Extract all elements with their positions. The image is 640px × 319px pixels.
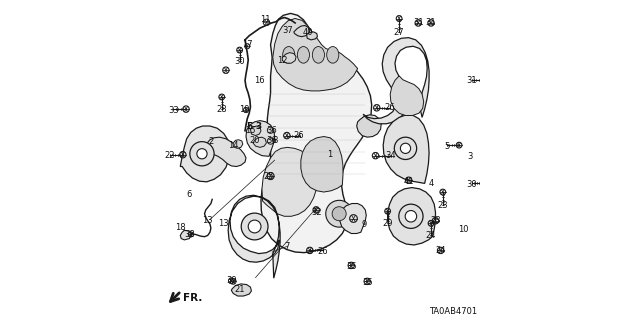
Circle shape bbox=[190, 142, 214, 166]
Circle shape bbox=[326, 200, 353, 227]
Text: 31: 31 bbox=[426, 19, 436, 27]
Text: 36: 36 bbox=[266, 137, 277, 145]
Circle shape bbox=[197, 149, 207, 159]
Text: 5: 5 bbox=[444, 142, 449, 151]
Text: 35: 35 bbox=[346, 262, 356, 271]
Text: 7: 7 bbox=[285, 242, 290, 251]
Polygon shape bbox=[294, 26, 310, 37]
Text: 20: 20 bbox=[250, 136, 260, 145]
Text: 36: 36 bbox=[266, 126, 277, 135]
Polygon shape bbox=[363, 38, 429, 124]
Text: FR.: FR. bbox=[184, 293, 203, 303]
Text: 40: 40 bbox=[303, 28, 313, 37]
Text: 10: 10 bbox=[458, 225, 468, 234]
Text: 13: 13 bbox=[218, 219, 229, 228]
Text: 18: 18 bbox=[175, 223, 186, 232]
Polygon shape bbox=[307, 32, 317, 40]
Text: 32: 32 bbox=[311, 208, 321, 217]
Polygon shape bbox=[250, 126, 261, 136]
Polygon shape bbox=[253, 137, 266, 147]
Text: 37: 37 bbox=[282, 26, 293, 35]
Text: 31: 31 bbox=[466, 76, 477, 85]
Text: 26: 26 bbox=[317, 247, 328, 256]
Circle shape bbox=[268, 138, 274, 144]
Text: 17: 17 bbox=[242, 40, 253, 49]
Text: 8: 8 bbox=[273, 136, 278, 145]
Text: E-3: E-3 bbox=[246, 122, 262, 130]
Text: 4: 4 bbox=[428, 179, 434, 188]
Polygon shape bbox=[205, 137, 246, 167]
Ellipse shape bbox=[283, 47, 295, 63]
Text: 12: 12 bbox=[277, 56, 287, 65]
Text: 26: 26 bbox=[384, 103, 395, 112]
Text: 31: 31 bbox=[413, 19, 424, 27]
Text: 24: 24 bbox=[426, 231, 436, 240]
Text: 15: 15 bbox=[245, 126, 256, 135]
Text: 21: 21 bbox=[234, 285, 245, 294]
Polygon shape bbox=[390, 76, 424, 115]
Ellipse shape bbox=[326, 47, 339, 63]
Text: 23: 23 bbox=[430, 216, 441, 225]
Circle shape bbox=[405, 211, 417, 222]
Text: 34: 34 bbox=[385, 151, 396, 160]
Circle shape bbox=[241, 213, 268, 240]
Text: 24: 24 bbox=[435, 246, 446, 255]
Text: 29: 29 bbox=[382, 219, 393, 228]
Text: 1: 1 bbox=[327, 150, 332, 159]
Circle shape bbox=[268, 127, 274, 133]
Circle shape bbox=[248, 220, 261, 233]
Polygon shape bbox=[180, 230, 192, 240]
Polygon shape bbox=[388, 188, 435, 245]
Text: 6: 6 bbox=[186, 190, 192, 199]
Polygon shape bbox=[340, 204, 366, 234]
Polygon shape bbox=[383, 115, 429, 183]
Polygon shape bbox=[282, 53, 296, 63]
Text: 11: 11 bbox=[260, 15, 270, 24]
Text: 33: 33 bbox=[168, 106, 179, 115]
Polygon shape bbox=[301, 137, 343, 192]
Text: 35: 35 bbox=[362, 278, 372, 287]
Text: 9: 9 bbox=[362, 220, 367, 229]
Text: 30: 30 bbox=[234, 57, 245, 66]
Text: 22: 22 bbox=[165, 151, 175, 160]
Polygon shape bbox=[261, 13, 372, 253]
Text: 28: 28 bbox=[216, 105, 227, 114]
Polygon shape bbox=[273, 19, 358, 91]
Text: 39: 39 bbox=[226, 276, 237, 285]
Text: 2: 2 bbox=[208, 137, 214, 146]
Circle shape bbox=[401, 143, 411, 153]
Polygon shape bbox=[356, 115, 381, 137]
Text: 38: 38 bbox=[184, 230, 195, 239]
Ellipse shape bbox=[312, 47, 324, 63]
Polygon shape bbox=[246, 121, 275, 156]
Text: 14: 14 bbox=[228, 141, 239, 150]
Text: 41: 41 bbox=[403, 177, 414, 186]
Text: 13: 13 bbox=[202, 216, 213, 225]
Circle shape bbox=[332, 207, 346, 221]
Text: 16: 16 bbox=[254, 76, 265, 85]
Circle shape bbox=[394, 137, 417, 160]
Text: 23: 23 bbox=[438, 201, 448, 210]
Text: 26: 26 bbox=[293, 131, 303, 140]
Polygon shape bbox=[233, 140, 243, 148]
Text: 3: 3 bbox=[467, 152, 472, 161]
Text: TA0AB4701: TA0AB4701 bbox=[429, 307, 477, 315]
Text: 25: 25 bbox=[264, 172, 274, 181]
Text: 19: 19 bbox=[239, 105, 250, 114]
Text: 27: 27 bbox=[394, 28, 404, 37]
Ellipse shape bbox=[298, 47, 310, 63]
Circle shape bbox=[399, 204, 423, 228]
Polygon shape bbox=[262, 147, 317, 216]
Polygon shape bbox=[231, 284, 252, 296]
Text: 30: 30 bbox=[466, 180, 477, 189]
Polygon shape bbox=[180, 126, 230, 182]
Polygon shape bbox=[228, 195, 280, 278]
